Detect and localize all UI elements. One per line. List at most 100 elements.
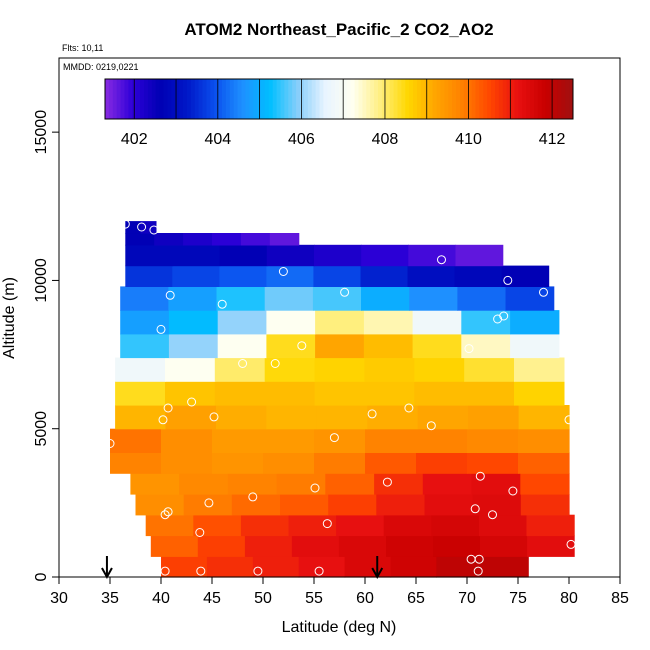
heatmap-cell	[154, 233, 184, 246]
heatmap-cell	[431, 514, 480, 537]
heatmap-cell	[454, 265, 503, 287]
heatmap-cell	[520, 494, 570, 516]
heatmap-cell	[266, 405, 318, 430]
sample-point	[204, 498, 214, 508]
heatmap-cell	[412, 310, 462, 335]
colorbar-tick-label: 402	[121, 131, 148, 148]
colorbar-segment	[319, 79, 324, 119]
y-tick-label: 5000	[33, 411, 50, 447]
colorbar-segment	[498, 79, 504, 119]
sample-point	[367, 409, 377, 419]
colorbar-segment	[374, 79, 379, 119]
heatmap-cell	[264, 357, 316, 382]
sample-point	[137, 222, 147, 232]
colorbar-segment	[350, 79, 356, 119]
heatmap-cell	[263, 428, 315, 453]
colorbar-segment	[475, 79, 480, 119]
colorbar-segment	[105, 79, 110, 119]
colorbar-segment	[272, 79, 278, 119]
heatmap-cell	[183, 233, 213, 246]
colorbar-segment	[561, 79, 566, 119]
heatmap-cell	[264, 381, 316, 406]
heatmap-cell	[314, 452, 366, 474]
x-tick-label: 85	[611, 590, 629, 607]
heatmap-cell	[130, 473, 180, 495]
heatmap-cell	[314, 244, 362, 267]
colorbar-segment	[331, 79, 336, 119]
heatmap-cell	[161, 452, 213, 474]
colorbar-segment	[491, 79, 496, 119]
x-axis-label: Latitude (deg N)	[282, 619, 397, 636]
colorbar-segment	[249, 79, 254, 119]
heatmap-cell	[416, 428, 468, 453]
heatmap-cell	[315, 310, 365, 335]
heatmap-cell	[365, 452, 417, 474]
colorbar-segment	[229, 79, 235, 119]
sample-point	[508, 486, 518, 496]
sample-point	[248, 492, 258, 502]
colorbar-segment	[487, 79, 492, 119]
sample-point	[158, 415, 168, 425]
heatmap-cell	[467, 428, 519, 453]
heatmap-cell	[325, 473, 375, 495]
heatmap-cell	[480, 535, 528, 557]
colorbar-segment	[327, 79, 332, 119]
colorbar-segment	[198, 79, 203, 119]
x-tick-label: 50	[254, 590, 272, 607]
colorbar-segment	[206, 79, 211, 119]
colorbar-segment	[471, 79, 476, 119]
heatmap-cell	[417, 405, 469, 430]
colorbar-tick-label: 408	[372, 131, 399, 148]
colorbar-segment	[292, 79, 297, 119]
sample-point	[105, 439, 115, 448]
colorbar-segment	[288, 79, 293, 119]
heatmap-cell	[212, 428, 264, 453]
colorbar-segment	[362, 79, 367, 119]
colorbar-segment	[479, 79, 484, 119]
colorbar-segment	[495, 79, 500, 119]
colorbar-segment	[342, 79, 348, 119]
colorbar-segment	[452, 79, 457, 119]
colorbar-segment	[506, 79, 512, 119]
sample-point	[566, 539, 576, 549]
colorbar-segment	[420, 79, 426, 119]
colorbar-segment	[253, 79, 258, 119]
colorbar-segment	[545, 79, 551, 119]
heatmap-cell	[110, 452, 162, 474]
colorbar-segment	[300, 79, 305, 119]
sample-point	[382, 477, 392, 487]
heatmap-cell	[312, 286, 362, 311]
heatmap-cell	[240, 514, 290, 537]
heatmap-cell	[376, 494, 426, 516]
heatmap-cell	[266, 333, 316, 359]
sample-point	[310, 483, 320, 493]
colorbar-segment	[303, 79, 309, 119]
heatmap-cell	[328, 494, 377, 516]
colorbar-segment	[534, 79, 539, 119]
heatmap-cell	[514, 381, 565, 406]
sample-point	[165, 290, 175, 300]
colorbar-segment	[175, 79, 180, 119]
heatmap-cell	[212, 452, 264, 474]
heatmap-cell	[219, 265, 267, 287]
sample-point	[314, 566, 324, 576]
heatmap-cell	[291, 535, 340, 557]
heatmap-cell	[412, 333, 462, 359]
colorbar-tick-label: 410	[455, 131, 482, 148]
colorbar-segment	[225, 79, 231, 119]
heatmap-cell	[363, 310, 414, 335]
x-tick-label: 30	[50, 590, 68, 607]
heatmap-cell	[183, 494, 233, 516]
colorbar-segment	[335, 79, 340, 119]
heatmap-cell	[518, 452, 570, 474]
colorbar-segment	[202, 79, 207, 119]
sample-point	[297, 341, 307, 351]
colorbar-segment	[237, 79, 242, 119]
colorbar-tick-label: 412	[539, 131, 566, 148]
heatmap-cell	[501, 265, 550, 287]
x-tick-label: 55	[305, 590, 323, 607]
colorbar-segment	[483, 79, 488, 119]
colorbar-segment	[307, 79, 313, 119]
sample-point	[464, 344, 474, 354]
colorbar-tick-label: 406	[288, 131, 315, 148]
